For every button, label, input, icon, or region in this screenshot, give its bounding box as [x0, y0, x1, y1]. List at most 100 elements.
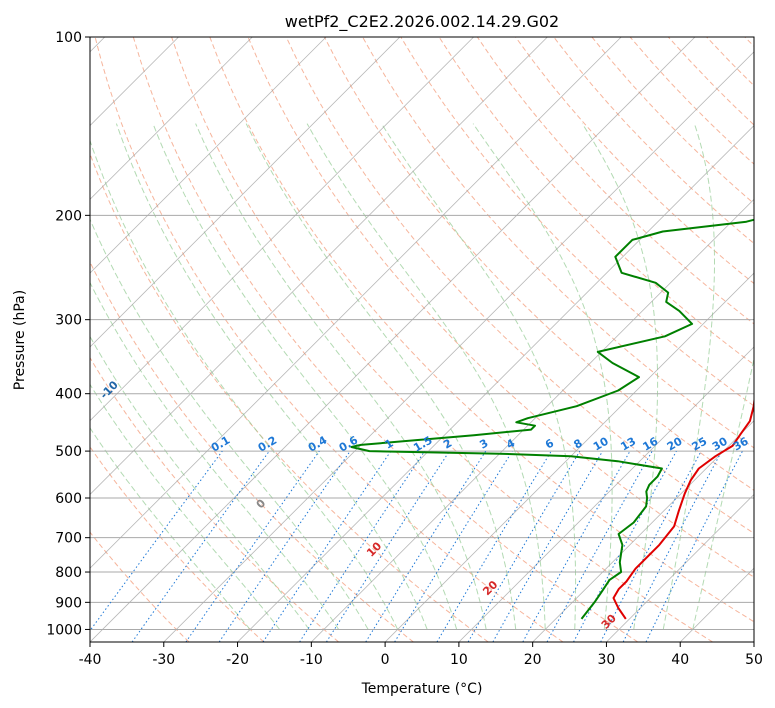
- y-tick-label: 600: [55, 491, 82, 507]
- chart-title: wetPf2_C2E2.2026.002.14.29.G02: [285, 12, 559, 32]
- dry-adiabat: [476, 37, 754, 325]
- moist-adiabat: [662, 123, 715, 630]
- mixing-ratio-line: [131, 450, 270, 642]
- dry-adiabat: [515, 37, 754, 285]
- dry-adiabat: [90, 260, 414, 642]
- y-tick-label: 300: [55, 313, 82, 329]
- isotherm-line: [90, 37, 696, 642]
- y-tick-label: 900: [55, 595, 82, 611]
- dry-adiabat: [323, 37, 754, 491]
- x-tick-label: 50: [745, 652, 763, 668]
- x-tick-label: -40: [79, 652, 102, 668]
- dry-adiabat-label: -10: [98, 378, 121, 401]
- isotherm-line: [532, 420, 754, 642]
- moist-adiabat: [90, 139, 399, 630]
- dry-adiabat: [90, 152, 489, 642]
- y-tick-label: 1000: [46, 622, 82, 638]
- x-tick-label: 40: [671, 652, 689, 668]
- mixing-ratio-label: 4: [504, 436, 517, 451]
- mixing-ratio-label: 2: [441, 437, 454, 452]
- x-tick-label: -10: [300, 652, 323, 668]
- background-lines: [90, 37, 754, 642]
- isotherm-line: [311, 198, 754, 642]
- x-tick-label: 30: [598, 652, 616, 668]
- mixing-ratio-line: [299, 450, 426, 642]
- isotherm-line: [90, 37, 622, 569]
- isotherm-line: [90, 37, 548, 496]
- isotherm-line: [753, 641, 754, 642]
- moist-adiabat: [381, 123, 577, 630]
- moist-adiabat: [90, 218, 369, 630]
- dry-adiabat: [591, 37, 754, 205]
- mixing-ratio-line: [522, 450, 631, 642]
- mixing-ratio-line: [600, 450, 702, 642]
- moist-adiabat: [306, 123, 546, 630]
- isotherm-line: [384, 272, 754, 642]
- y-tick-label: 100: [55, 30, 82, 46]
- dry-adiabat: [744, 37, 754, 47]
- mixing-ratio-label: 3: [477, 437, 490, 452]
- moist-adiabat: [195, 123, 487, 630]
- dry-adiabat: [90, 531, 190, 642]
- mixing-ratio-label: 1: [383, 437, 396, 452]
- dry-adiabat: [94, 37, 564, 642]
- dewpoint-profile-line: [350, 218, 754, 620]
- mixing-ratio-line: [436, 450, 552, 642]
- dry-adiabat: [706, 37, 754, 87]
- mixing-ratio-line: [573, 450, 677, 642]
- y-tick-label: 500: [55, 444, 82, 460]
- mixing-ratio-line: [546, 450, 653, 642]
- y-axis-ticks: 100 200 300 400 500 600 700 800 900 1000: [46, 30, 90, 638]
- y-tick-label: 200: [55, 208, 82, 224]
- mixing-ratio-line: [394, 450, 513, 642]
- isotherm-line: [90, 37, 253, 200]
- moist-adiabat: [692, 356, 754, 630]
- mixing-ratio-line: [645, 450, 743, 642]
- dry-adiabat: [132, 37, 639, 642]
- mixing-ratio-line: [262, 450, 392, 642]
- x-tick-label: -30: [152, 652, 175, 668]
- x-tick-label: 10: [450, 652, 468, 668]
- dry-adiabat-label: 30: [599, 611, 619, 631]
- dry-adiabat: [209, 37, 754, 623]
- dry-adiabat: [438, 37, 754, 366]
- isotherm-line: [163, 51, 754, 642]
- dry-adiabat: [362, 37, 754, 449]
- moist-adiabat: [472, 123, 613, 630]
- dry-adiabat: [90, 356, 339, 642]
- x-axis-ticks: -40 -30 -20 -10 0 10 20 30 40 50: [79, 642, 763, 668]
- moist-adiabat: [90, 335, 310, 630]
- isotherm-line: [606, 493, 754, 642]
- mixing-ratio-label: 6: [543, 436, 556, 451]
- y-tick-label: 700: [55, 531, 82, 547]
- isotherm-line: [90, 37, 474, 422]
- x-tick-label: 20: [524, 652, 542, 668]
- dry-adiabat-label: 20: [480, 578, 500, 598]
- mixing-ratio-line: [90, 450, 223, 632]
- isotherm-line: [679, 567, 754, 642]
- moist-adiabat: [245, 123, 517, 630]
- isotherm-line: [458, 346, 754, 642]
- moist-adiabat: [90, 281, 340, 630]
- x-axis-label: Temperature (°C): [361, 681, 483, 697]
- mixing-ratio-line: [467, 450, 581, 642]
- dry-adiabat: [90, 446, 265, 642]
- series-lines: [350, 218, 754, 620]
- dry-adiabat: [553, 37, 754, 245]
- mixing-ratio-line: [218, 450, 351, 642]
- dry-adiabat: [171, 37, 713, 642]
- moist-adiabat: [152, 123, 458, 630]
- isotherm-line: [90, 37, 401, 348]
- temperature-profile-line: [612, 395, 754, 620]
- y-tick-label: 800: [55, 565, 82, 581]
- dry-adiabat-label: 0: [254, 496, 269, 511]
- x-tick-label: -20: [226, 652, 249, 668]
- x-tick-label: 0: [381, 652, 390, 668]
- plot-frame: [89, 36, 755, 643]
- isotherm-line: [237, 124, 754, 642]
- y-axis-label: Pressure (hPa): [12, 290, 28, 390]
- isotherm-line: [90, 37, 327, 274]
- mixing-ratio-line: [325, 450, 450, 642]
- mixing-ratio-line: [185, 450, 320, 642]
